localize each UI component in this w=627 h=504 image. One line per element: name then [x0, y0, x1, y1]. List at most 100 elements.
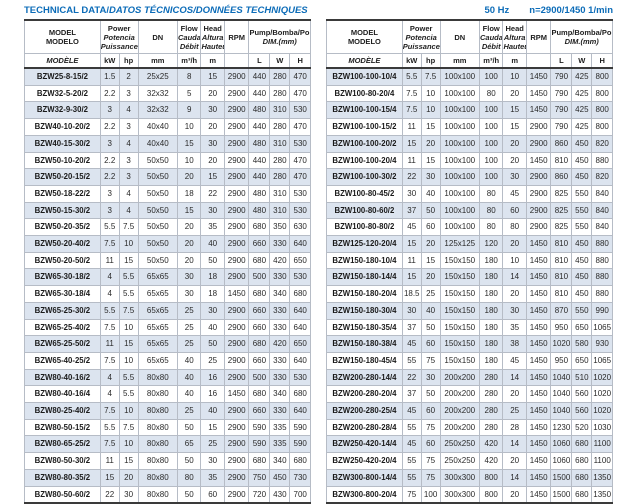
- table-row: BZW32-5-20/2 2.2 3 32x32 5 20 2900 440 280 470: [24, 84, 311, 103]
- data-cell: 80x80: [137, 385, 179, 404]
- data-cell: 180: [478, 251, 504, 270]
- data-cell: 10: [118, 435, 139, 454]
- unit-h: H: [289, 53, 311, 69]
- data-cell: 45: [401, 402, 422, 420]
- data-cell: 20: [420, 268, 441, 287]
- table-row: BZW200-280-14/4 22 30 200x200 280 14 1450 1040 5…: [326, 368, 613, 387]
- head-label-es: Altura: [503, 32, 526, 42]
- unit-hp: hp: [118, 53, 139, 69]
- data-cell: 65x65: [137, 268, 179, 287]
- data-cell: 150x150: [439, 268, 481, 287]
- data-cell: 550: [571, 218, 593, 237]
- data-cell: 4: [99, 385, 120, 404]
- model-label-en: MODEL: [48, 28, 76, 37]
- model-cell: BZW100-100-20/4: [326, 151, 403, 170]
- model-cell: BZW200-280-14/4: [326, 368, 403, 387]
- unit-l: L: [248, 53, 271, 69]
- data-cell: 650: [289, 335, 311, 353]
- data-cell: 790: [550, 67, 573, 86]
- data-cell: 510: [571, 368, 593, 387]
- data-cell: 825: [550, 201, 573, 220]
- data-cell: 50x50: [137, 168, 179, 186]
- data-cell: 15: [118, 251, 139, 270]
- data-cell: 3: [118, 151, 139, 170]
- data-cell: 18: [176, 184, 202, 203]
- data-cell: 2.2: [99, 168, 120, 186]
- table-row: BZW100-100-10/4 5.5 7.5 100x100 100 10 1450 790…: [326, 67, 613, 86]
- data-cell: 180: [478, 351, 504, 370]
- data-cell: 450: [571, 151, 593, 170]
- data-cell: 530: [289, 368, 311, 387]
- table-row: BZW150-180-10/4 11 15 150x150 180 10 1450 810 45…: [326, 251, 613, 270]
- data-cell: 150x150: [439, 351, 481, 370]
- data-cell: 1020: [591, 385, 613, 404]
- data-cell: 1450: [223, 285, 250, 303]
- col-model-header: MODEL MODELO: [24, 19, 101, 54]
- table-row: BZW50-20-15/2 2.2 3 50x50 20 15 2900 440 280 470: [24, 168, 311, 186]
- unit-h: H: [591, 53, 613, 69]
- data-cell: 470: [289, 67, 311, 86]
- data-cell: 15: [420, 151, 441, 170]
- data-cell: 65x65: [137, 335, 179, 353]
- data-cell: 100x100: [439, 151, 481, 170]
- model-cell: BZW150-180-35/4: [326, 318, 403, 337]
- data-cell: 18: [200, 285, 225, 303]
- model-cell: BZW100-80-80/2: [326, 218, 403, 237]
- data-cell: 680: [289, 385, 311, 404]
- model-cell: BZW300-800-20/4: [326, 485, 403, 504]
- data-cell: 16: [200, 368, 225, 387]
- model-cell: BZW150-180-30/4: [326, 301, 403, 320]
- data-cell: 680: [248, 218, 271, 237]
- head-label-fr: Hauteur: [503, 41, 525, 51]
- data-cell: 1020: [550, 335, 573, 353]
- data-cell: 420: [269, 251, 291, 270]
- model-cell: BZW250-420-14/4: [326, 435, 403, 454]
- data-cell: 440: [248, 84, 271, 103]
- data-cell: 25: [176, 301, 202, 320]
- data-cell: 50: [200, 251, 225, 270]
- power-label-es: Potencia: [405, 32, 437, 42]
- data-cell: 20: [176, 218, 202, 237]
- model-cell: BZW80-80-35/2: [24, 468, 101, 487]
- data-cell: 660: [248, 301, 271, 320]
- data-cell: 16: [200, 385, 225, 404]
- data-cell: 560: [571, 402, 593, 420]
- data-cell: 180: [478, 318, 504, 337]
- data-cell: 2900: [223, 418, 250, 437]
- data-cell: 800: [591, 84, 613, 103]
- data-cell: 11: [99, 452, 120, 470]
- unit-kw: kW: [99, 53, 120, 69]
- data-cell: 50: [420, 318, 441, 337]
- unit-m: m: [200, 53, 225, 69]
- table-row: BZW65-30-18/2 4 5.5 65x65 30 18 2900 500 330 530: [24, 268, 311, 287]
- table-header: MODEL MODELO Power Potencia Puissance DN Fl…: [326, 19, 613, 69]
- table-row: BZW80-50-30/2 11 15 80x80 50 30 2900 680 340 680: [24, 452, 311, 470]
- data-cell: 425: [571, 84, 593, 103]
- data-cell: 2900: [223, 301, 250, 320]
- data-cell: 2900: [223, 84, 250, 103]
- data-cell: 40: [200, 402, 225, 420]
- model-cell: BZW65-25-50/2: [24, 335, 101, 353]
- data-cell: 880: [591, 251, 613, 270]
- model-cell: BZW100-100-15/4: [326, 101, 403, 120]
- data-cell: 1.5: [99, 67, 120, 86]
- data-cell: 15: [176, 201, 202, 220]
- col-power-header: Power Potencia Puissance: [99, 19, 139, 54]
- data-cell: 11: [401, 118, 422, 136]
- table-row: BZW80-40-16/2 4 5.5 80x80 40 16 2900 500 330 530: [24, 368, 311, 387]
- data-cell: 40: [200, 235, 225, 253]
- data-cell: 35: [200, 468, 225, 487]
- data-cell: 7.5: [118, 418, 139, 437]
- data-cell: 2900: [223, 201, 250, 220]
- data-cell: 680: [289, 452, 311, 470]
- data-cell: 280: [269, 84, 291, 103]
- data-cell: 5.5: [118, 285, 139, 303]
- rpm-label: RPM: [530, 32, 547, 42]
- data-cell: 100x100: [439, 118, 481, 136]
- table-body-right: BZW100-100-10/4 5.5 7.5 100x100 100 10 1450 790…: [326, 67, 613, 504]
- data-cell: 25: [502, 402, 527, 420]
- data-cell: 15: [176, 134, 202, 153]
- data-cell: 15: [200, 418, 225, 437]
- data-cell: 340: [269, 385, 291, 404]
- data-cell: 800: [478, 468, 504, 487]
